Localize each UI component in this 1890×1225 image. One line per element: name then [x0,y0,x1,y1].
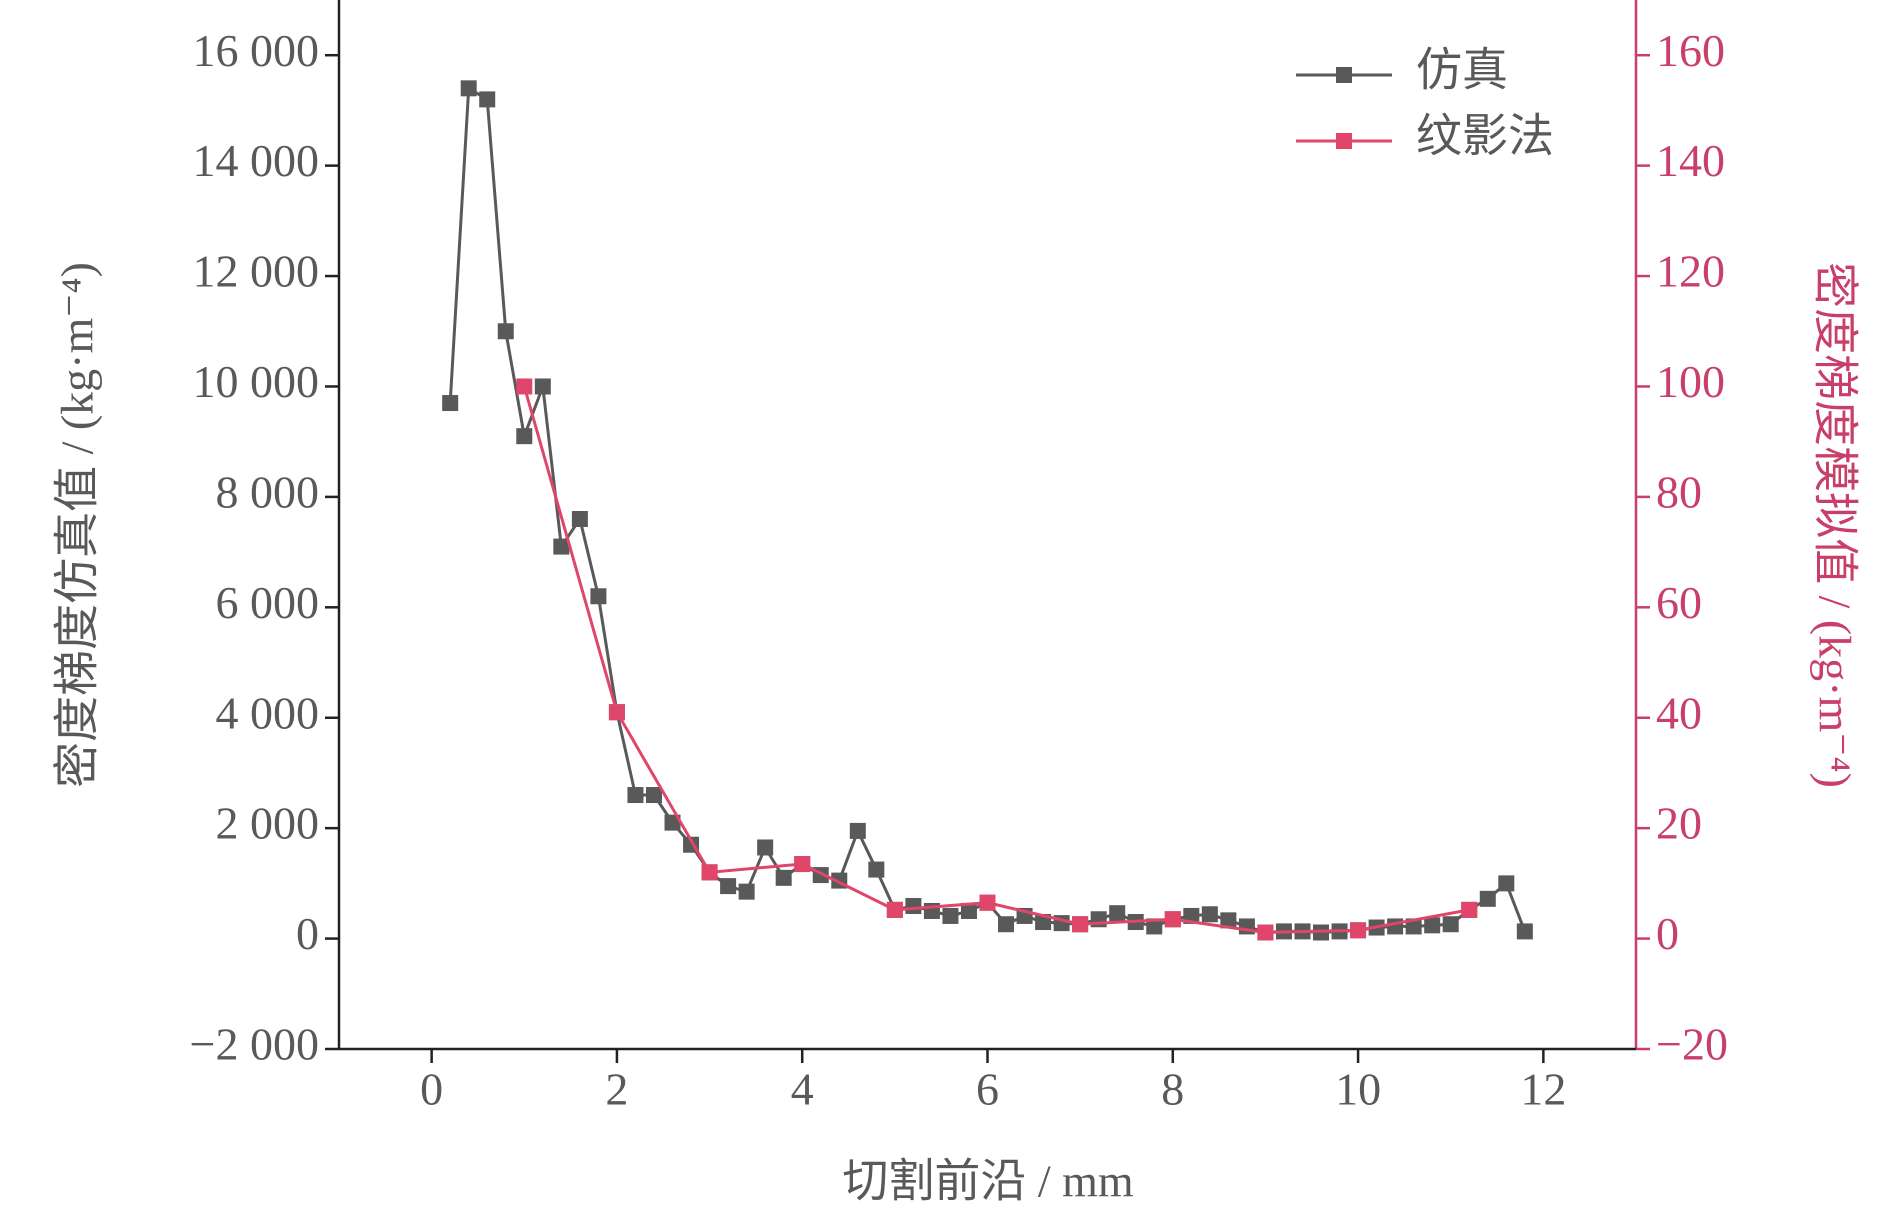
x-tick-label: 8 [1161,1064,1184,1115]
x-tick-label: 6 [976,1064,999,1115]
y-tick-label: 10 000 [193,356,320,407]
data-point [794,856,811,873]
data-point [571,510,588,527]
data-point [960,902,977,919]
y2-tick-label: 40 [1656,687,1702,738]
data-point [1498,875,1515,892]
data-point [905,898,922,915]
data-point [998,916,1015,933]
y2-tick-label: 140 [1656,135,1725,186]
data-point [1442,916,1459,933]
y2-tick-label: 100 [1656,356,1725,407]
y2-tick-label: −20 [1656,1019,1728,1070]
y-tick-label: 14 000 [193,135,320,186]
data-point [1516,923,1533,940]
data-point [516,378,533,395]
data-point [608,704,625,721]
data-point [645,787,662,804]
data-point [1461,901,1478,918]
data-point [1109,905,1126,922]
legend-marker [1336,133,1352,149]
data-point [1146,918,1163,935]
y2-tick-label: 60 [1656,577,1702,628]
data-point [1201,906,1218,923]
data-point [497,323,514,340]
y-tick-label: 2 000 [216,798,320,849]
y-tick-label: 0 [296,908,319,959]
y-tick-label: 12 000 [193,246,320,297]
data-point [886,901,903,918]
data-point [868,861,885,878]
data-point [979,894,996,911]
y2-axis-label: 密度梯度模拟值 / (kg·m⁻⁴) [1809,262,1860,788]
data-point [1164,911,1181,928]
data-point [1387,918,1404,935]
y-tick-label: 8 000 [216,466,320,517]
data-point [701,864,718,881]
data-point [757,839,774,856]
data-point [1072,916,1089,933]
x-tick-label: 2 [605,1064,628,1115]
x-tick-label: 4 [791,1064,814,1115]
y-tick-label: 4 000 [216,687,320,738]
y2-tick-label: 120 [1656,246,1725,297]
y-axis-label: 密度梯度仿真值 / (kg·m⁻⁴) [52,262,103,788]
data-point [516,428,533,445]
y2-tick-label: 0 [1656,908,1679,959]
x-axis-label: 切割前沿 / mm [842,1156,1134,1207]
legend-marker [1336,67,1352,83]
data-point [553,538,570,555]
series-line [448,85,1527,935]
data-point [442,395,459,412]
y-tick-label: 6 000 [216,577,320,628]
legend-label: 纹影法 [1416,111,1554,162]
legend-label: 仿真 [1416,45,1508,96]
y2-tick-label: 20 [1656,798,1702,849]
data-point [1424,917,1441,934]
data-point [460,80,477,97]
x-tick-label: 12 [1520,1064,1566,1115]
data-point [775,869,792,886]
y-tick-label: 16 000 [193,25,320,76]
x-tick-label: 10 [1335,1064,1381,1115]
data-point [1350,922,1367,939]
data-point [942,907,959,924]
data-point [849,822,866,839]
data-point [738,883,755,900]
x-tick-label: 0 [420,1064,443,1115]
data-point [1479,890,1496,907]
data-point [664,814,681,831]
y2-tick-label: 160 [1656,25,1725,76]
data-point [590,588,607,605]
y2-tick-label: 80 [1656,466,1702,517]
data-point [534,378,551,395]
series-line [522,386,1470,935]
data-point [479,91,496,108]
data-point [1257,924,1274,941]
data-point [1405,918,1422,935]
y-tick-label: −2 000 [190,1019,319,1070]
data-point [627,787,644,804]
data-point [720,878,737,895]
data-point [1220,912,1237,929]
